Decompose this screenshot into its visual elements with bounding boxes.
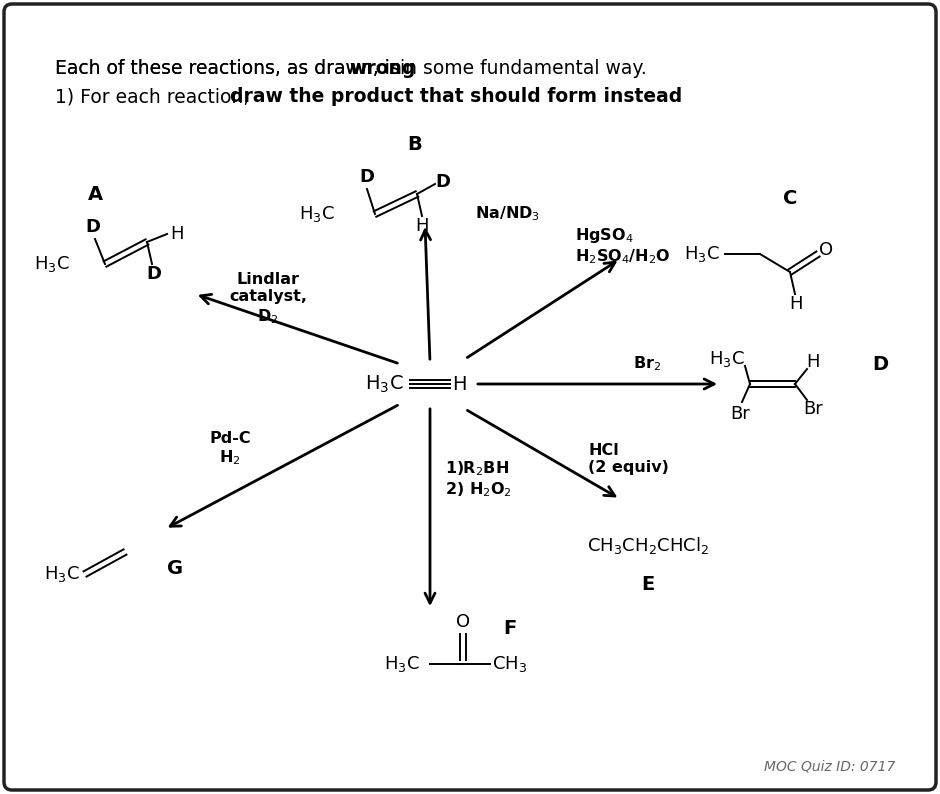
Text: 1)R$_2$BH
2) H$_2$O$_2$: 1)R$_2$BH 2) H$_2$O$_2$ bbox=[445, 459, 512, 499]
Text: A: A bbox=[87, 184, 102, 203]
Text: D: D bbox=[435, 173, 450, 191]
Text: H: H bbox=[452, 375, 466, 394]
Text: H: H bbox=[415, 217, 429, 235]
Text: Br$_2$: Br$_2$ bbox=[633, 355, 661, 373]
Text: draw the product that should form instead: draw the product that should form instea… bbox=[230, 87, 682, 106]
FancyBboxPatch shape bbox=[4, 4, 936, 790]
Text: Each of these reactions, as drawn, is: Each of these reactions, as drawn, is bbox=[55, 59, 406, 78]
Text: Pd-C
H$_2$: Pd-C H$_2$ bbox=[210, 431, 251, 467]
Text: H: H bbox=[807, 353, 820, 371]
Text: D: D bbox=[86, 218, 101, 236]
Text: C: C bbox=[783, 190, 797, 209]
Text: Each of these reactions, as drawn, is ​wrong​ in some fundamental way.: Each of these reactions, as drawn, is ​w… bbox=[55, 59, 716, 78]
Text: H$_3$C: H$_3$C bbox=[709, 349, 745, 369]
Text: D: D bbox=[147, 265, 162, 283]
Text: F: F bbox=[504, 619, 517, 638]
Text: G: G bbox=[167, 560, 183, 579]
Text: HCl
(2 equiv): HCl (2 equiv) bbox=[588, 443, 669, 475]
Text: in some fundamental way.: in some fundamental way. bbox=[394, 59, 647, 78]
Text: H: H bbox=[170, 225, 183, 243]
Text: H: H bbox=[790, 295, 803, 313]
Text: D: D bbox=[359, 168, 374, 186]
Text: H$_3$C: H$_3$C bbox=[684, 244, 720, 264]
Text: B: B bbox=[408, 134, 422, 153]
Text: Br: Br bbox=[730, 405, 750, 423]
Text: Br: Br bbox=[803, 400, 822, 418]
Text: 1) For each reaction,: 1) For each reaction, bbox=[55, 87, 256, 106]
Text: Each of these reactions, as drawn, is: Each of these reactions, as drawn, is bbox=[55, 59, 406, 78]
Text: O: O bbox=[819, 241, 833, 259]
Text: H$_3$C: H$_3$C bbox=[384, 654, 420, 674]
Text: CH$_3$: CH$_3$ bbox=[492, 654, 527, 674]
Text: Lindlar
catalyst,
D$_2$: Lindlar catalyst, D$_2$ bbox=[229, 272, 307, 326]
Text: wrong: wrong bbox=[349, 59, 415, 78]
Text: Na/ND$_3$: Na/ND$_3$ bbox=[475, 205, 540, 223]
Text: O: O bbox=[456, 613, 470, 631]
Text: H$_3$C: H$_3$C bbox=[44, 564, 80, 584]
Text: HgSO$_4$
H$_2$SO$_4$/H$_2$O: HgSO$_4$ H$_2$SO$_4$/H$_2$O bbox=[575, 225, 671, 266]
Text: E: E bbox=[641, 575, 654, 593]
Text: H$_3$C: H$_3$C bbox=[34, 254, 70, 274]
Text: H$_3$C: H$_3$C bbox=[299, 204, 335, 224]
Text: MOC Quiz ID: 0717: MOC Quiz ID: 0717 bbox=[763, 759, 895, 773]
Text: CH$_3$CH$_2$CHCl$_2$: CH$_3$CH$_2$CHCl$_2$ bbox=[587, 535, 709, 557]
Text: D: D bbox=[872, 354, 888, 373]
Text: H$_3$C: H$_3$C bbox=[365, 373, 403, 395]
